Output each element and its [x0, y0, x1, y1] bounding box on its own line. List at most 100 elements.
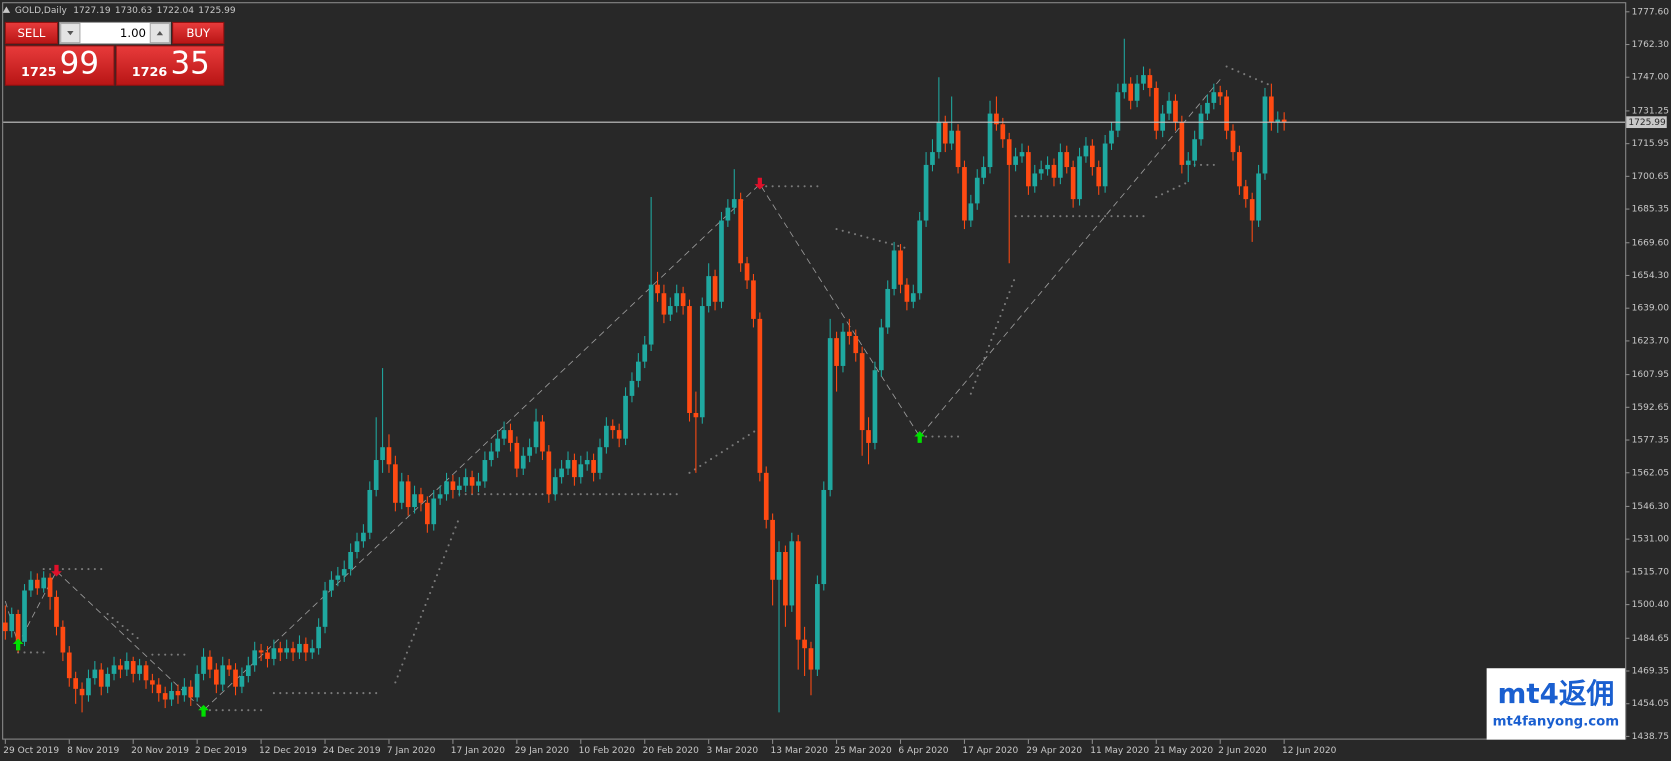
- collapse-icon[interactable]: [2, 6, 11, 13]
- x-tick-label: 25 Mar 2020: [834, 746, 892, 756]
- candle-body: [1019, 152, 1025, 157]
- candle-body: [623, 395, 628, 439]
- candle-body: [815, 584, 820, 670]
- candle-body: [86, 678, 91, 696]
- candle-body: [808, 648, 814, 670]
- watermark-url: mt4fanyong.com: [1493, 715, 1620, 730]
- open: 1727.19: [73, 6, 111, 16]
- candle-body: [322, 590, 328, 627]
- arrow-down: [754, 177, 766, 190]
- trade-panel: SELL 1.00 BUY 1725 99 1726 35: [4, 21, 225, 86]
- y-tick-label: 1623.70: [1632, 336, 1670, 346]
- candle-body: [667, 306, 673, 315]
- candle-body: [1038, 169, 1044, 174]
- watermark-box: [1486, 668, 1626, 740]
- candle-body: [802, 639, 807, 649]
- chart-title: GOLD,Daily 1727.19 1730.63 1722.04 1725.99: [15, 6, 236, 16]
- ask-big: 35: [171, 46, 210, 82]
- y-tick-label: 1515.70: [1632, 567, 1670, 577]
- candle-body: [693, 412, 699, 418]
- candle-body: [1185, 160, 1191, 165]
- candle-body: [1141, 75, 1146, 84]
- candle-body: [361, 532, 366, 542]
- x-tick-label: 21 May 2020: [1154, 746, 1213, 756]
- candle-body: [239, 676, 245, 687]
- y-tick-label: 1438.75: [1632, 732, 1669, 742]
- candle-body: [1070, 167, 1076, 200]
- candle-body: [1134, 83, 1140, 101]
- buy-price-box[interactable]: [115, 45, 225, 86]
- candle-body: [1058, 152, 1063, 178]
- candle-body: [22, 590, 27, 642]
- candle-body: [1013, 156, 1018, 165]
- x-tick-label: 3 Mar 2020: [707, 746, 759, 756]
- y-tick-label: 1669.60: [1632, 238, 1670, 248]
- candle-body: [1109, 130, 1114, 144]
- candle-body: [1262, 96, 1268, 174]
- candle-body: [1179, 122, 1185, 165]
- candle-body: [2, 622, 8, 632]
- candle-body: [9, 614, 15, 632]
- candle-body: [418, 494, 424, 503]
- x-tick-label: 17 Jan 2020: [451, 746, 505, 756]
- sell-button[interactable]: [4, 21, 59, 45]
- candle-body: [942, 122, 948, 144]
- y-tick-label: 1747.00: [1632, 73, 1670, 83]
- candle-body: [162, 693, 168, 700]
- y-tick-label: 1777.60: [1632, 7, 1670, 17]
- candle-body: [348, 551, 353, 570]
- candle-body: [783, 551, 788, 606]
- candle-body: [28, 579, 34, 591]
- x-tick-label: 2 Jun 2020: [1218, 746, 1267, 756]
- candle-body: [591, 460, 596, 473]
- candle-body: [834, 338, 839, 366]
- candle-body: [1230, 130, 1236, 153]
- candle-body: [201, 656, 206, 674]
- candle-body: [974, 177, 980, 204]
- x-tick-label: 8 Nov 2019: [67, 746, 119, 756]
- x-tick-label: 24 Dec 2019: [323, 746, 381, 756]
- candle-body: [34, 579, 40, 589]
- candle-body: [751, 280, 756, 319]
- candle-body: [1045, 164, 1050, 170]
- buy-label: BUY: [186, 26, 211, 40]
- candle-body: [994, 113, 999, 125]
- candle-body: [827, 338, 833, 490]
- candle-body: [1000, 124, 1006, 140]
- y-tick-label: 1654.30: [1632, 271, 1670, 281]
- candle-body: [1192, 139, 1197, 161]
- candle-body: [54, 596, 59, 627]
- candle-body: [169, 690, 174, 700]
- candle-body: [1153, 87, 1159, 131]
- candle-body: [840, 331, 846, 366]
- lot-input[interactable]: [59, 21, 172, 45]
- candle-body: [1173, 100, 1178, 123]
- sell-price-box[interactable]: [4, 45, 115, 86]
- x-tick-label: 11 May 2020: [1090, 746, 1149, 756]
- candle-body: [1198, 113, 1204, 140]
- candle-body: [399, 481, 405, 503]
- candle-body: [271, 648, 277, 659]
- bid-main: 1725: [21, 65, 57, 80]
- candle-body: [821, 489, 827, 585]
- candle-body: [514, 442, 520, 469]
- candle-body: [309, 648, 315, 653]
- watermark-logo: mt4返佣: [1498, 677, 1615, 710]
- arrow-up: [198, 704, 209, 717]
- candle-body: [738, 199, 743, 264]
- candle-body: [795, 541, 801, 640]
- candle-body: [1275, 119, 1281, 123]
- buy-button[interactable]: [172, 21, 225, 45]
- x-tick-label: 29 Apr 2020: [1026, 746, 1082, 756]
- candle-body: [245, 665, 251, 677]
- y-tick-label: 1454.05: [1632, 699, 1669, 709]
- candle-body: [949, 130, 955, 144]
- candle-body: [552, 477, 558, 495]
- high: 1730.63: [115, 6, 153, 16]
- price-tag-label: 1725.99: [1628, 118, 1666, 128]
- candle-body: [910, 293, 916, 302]
- candle-body: [642, 344, 648, 362]
- candle-body: [98, 669, 104, 687]
- candle-body: [1256, 173, 1261, 221]
